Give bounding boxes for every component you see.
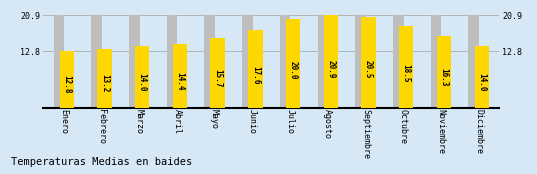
Text: 12.8: 12.8 bbox=[62, 75, 71, 93]
Bar bbox=[60, 51, 74, 108]
Bar bbox=[468, 15, 479, 108]
Text: 20.5: 20.5 bbox=[364, 61, 373, 79]
Bar bbox=[355, 15, 366, 108]
Bar bbox=[211, 38, 225, 108]
Bar bbox=[361, 17, 376, 108]
Bar bbox=[399, 26, 413, 108]
Bar bbox=[324, 15, 338, 108]
Bar bbox=[393, 15, 404, 108]
Text: 17.6: 17.6 bbox=[251, 66, 260, 84]
Bar bbox=[205, 15, 215, 108]
Bar bbox=[242, 15, 253, 108]
Bar bbox=[97, 49, 112, 108]
Bar bbox=[431, 15, 441, 108]
Text: 20.9: 20.9 bbox=[326, 60, 335, 78]
Text: 14.0: 14.0 bbox=[477, 73, 486, 91]
Bar bbox=[475, 46, 489, 108]
Text: 15.7: 15.7 bbox=[213, 69, 222, 88]
Bar bbox=[437, 36, 451, 108]
Bar bbox=[317, 15, 328, 108]
Text: 16.3: 16.3 bbox=[439, 68, 448, 87]
Bar bbox=[129, 15, 140, 108]
Bar bbox=[135, 46, 149, 108]
Bar bbox=[280, 15, 291, 108]
Text: Temperaturas Medias en baides: Temperaturas Medias en baides bbox=[11, 157, 192, 167]
Bar bbox=[173, 44, 187, 108]
Bar bbox=[286, 19, 300, 108]
Text: 13.2: 13.2 bbox=[100, 74, 109, 93]
Text: 14.0: 14.0 bbox=[137, 73, 147, 91]
Bar bbox=[54, 15, 64, 108]
Bar bbox=[91, 15, 102, 108]
Text: 14.4: 14.4 bbox=[176, 72, 184, 90]
Bar bbox=[166, 15, 177, 108]
Text: 20.0: 20.0 bbox=[288, 61, 297, 80]
Text: 18.5: 18.5 bbox=[402, 64, 411, 83]
Bar bbox=[248, 30, 263, 108]
